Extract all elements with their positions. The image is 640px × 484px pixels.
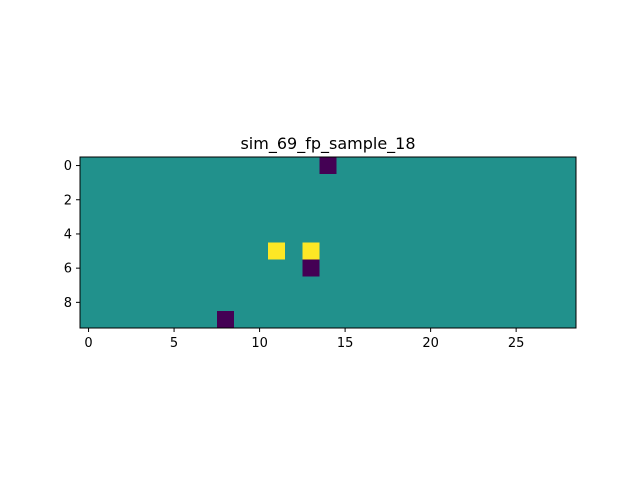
- axes: 0 5 10 15 20 25 0 2 4 6 8: [64, 156, 577, 351]
- axes-frame: [79, 156, 577, 329]
- y-tick-label: 4: [64, 227, 72, 242]
- heatmap-cell: [302, 259, 320, 277]
- x-tick-label: 10: [251, 336, 268, 351]
- heatmap-cell: [216, 310, 234, 328]
- x-tick-label: 20: [422, 336, 439, 351]
- heatmap-cell: [268, 242, 286, 260]
- chart-title: sim_69_fp_sample_18: [240, 134, 415, 154]
- x-tick-label: 0: [84, 336, 92, 351]
- y-tick-label: 2: [64, 193, 72, 208]
- x-tick-label: 15: [337, 336, 354, 351]
- heatmap-background-cells: [80, 157, 576, 328]
- heatmap-cell: [302, 242, 320, 260]
- heatmap-cell: [319, 157, 337, 175]
- y-tick-label: 0: [64, 159, 72, 174]
- x-tick-label: 25: [508, 336, 525, 351]
- y-tick-label: 6: [64, 262, 72, 277]
- y-tick-label: 8: [64, 296, 72, 311]
- heatmap-cells: [80, 157, 576, 328]
- x-tick-label: 5: [170, 336, 178, 351]
